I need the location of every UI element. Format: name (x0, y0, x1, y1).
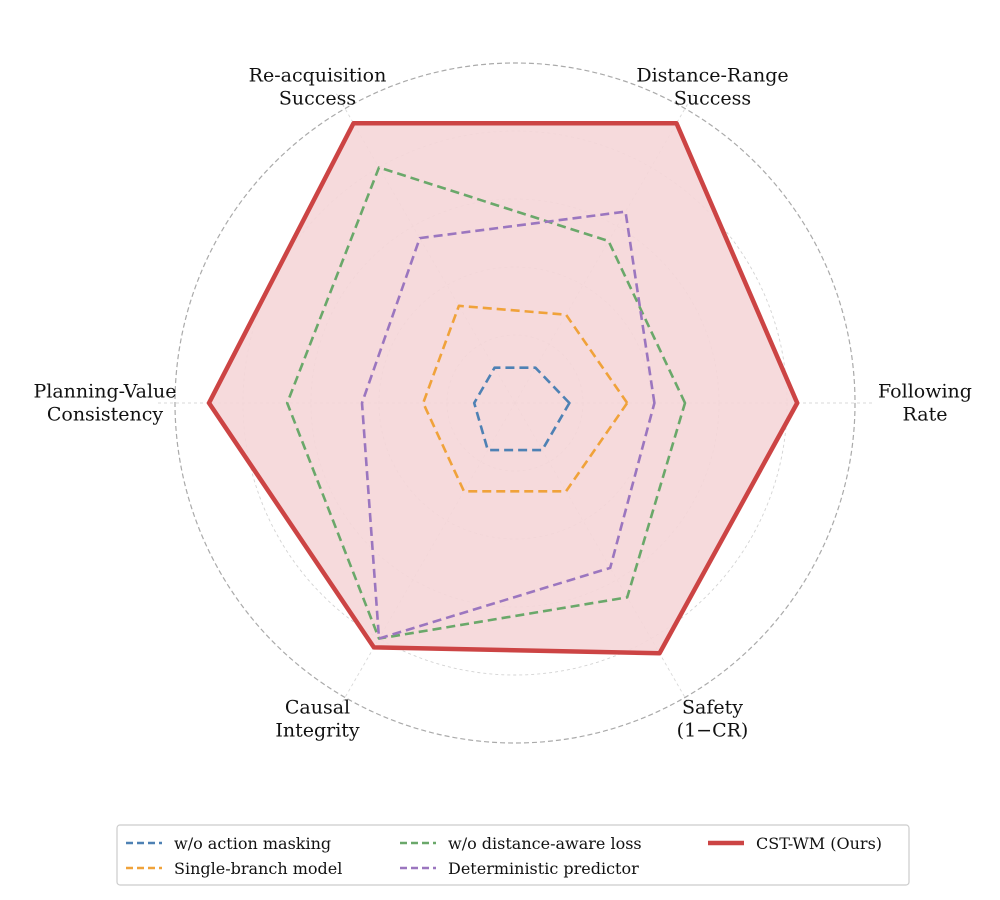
axis-label-line: Planning-Value (33, 381, 176, 403)
axis-label-line: Success (279, 87, 356, 109)
legend-frame (116, 824, 910, 886)
axis-label-drs: Distance-Range Success (636, 64, 788, 109)
series-line-2 (285, 166, 687, 640)
legend: w/o action masking Single-branch model w/o… (116, 824, 910, 886)
legend-label-2: w/o distance-aware loss (448, 834, 642, 853)
legend-label-0: w/o action masking (174, 834, 331, 853)
axis-label-line: Consistency (47, 404, 164, 426)
legend-label-4: CST-WM (Ours) (756, 834, 882, 853)
axis-label-line: Success (674, 87, 751, 109)
radar-series (206, 121, 800, 656)
series-line-3 (360, 210, 656, 640)
series-area-cst-wm (209, 123, 798, 654)
axis-label-line: Causal (285, 697, 350, 719)
axis-label-line: Safety (682, 697, 743, 719)
legend-label-1: Single-branch model (174, 859, 342, 878)
legend-label-3: Deterministic predictor (448, 859, 639, 878)
axis-label-safety: Safety (1−CR) (677, 697, 749, 742)
axis-label-line: Rate (903, 404, 948, 426)
axis-label-line: Re-acquisition (249, 64, 387, 86)
axis-label-line: Integrity (275, 720, 360, 742)
series-line-0 (472, 366, 571, 452)
axis-label-pvc: Planning-Value Consistency (33, 381, 176, 426)
series-line-cst-wm (206, 121, 800, 656)
axis-label-line: Following (878, 381, 972, 403)
axis-label-ci: Causal Integrity (275, 697, 360, 742)
axis-label-ras: Re-acquisition Success (249, 64, 387, 109)
axis-label-line: (1−CR) (677, 720, 749, 742)
axis-label-line: Distance-Range (636, 64, 788, 86)
axis-label-fr: Following Rate (878, 381, 972, 426)
radar-outer-ring (174, 62, 856, 744)
